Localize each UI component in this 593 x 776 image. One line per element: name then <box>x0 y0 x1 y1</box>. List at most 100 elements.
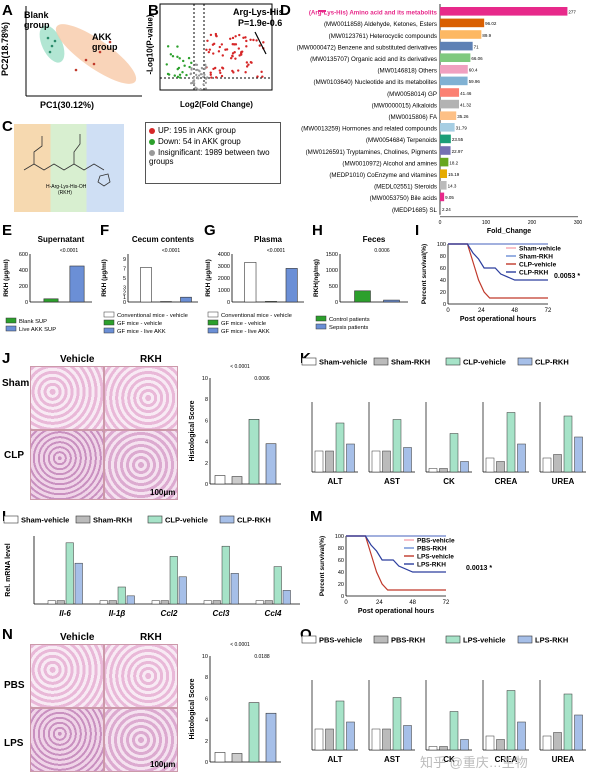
legend-label: Sepsis patients <box>329 325 368 331</box>
histo-pbs-rkh-image <box>104 644 178 708</box>
d-category-label: (MW0103640) Nucleotide and its metabolit… <box>314 79 437 86</box>
volcano-up-point <box>255 39 258 42</box>
bar <box>383 299 400 303</box>
pca-akk-label: AKK group <box>92 32 118 52</box>
category-label: Ccl3 <box>213 609 230 618</box>
legend-swatch <box>445 635 461 644</box>
bar <box>69 265 85 303</box>
panel-label-d: D <box>280 2 291 19</box>
bar <box>506 412 516 473</box>
pca-x-label: PC1(30.12%) <box>40 100 95 110</box>
volcano-up-point <box>210 76 213 79</box>
tick-label: 2000 <box>218 276 230 282</box>
bar <box>265 443 277 485</box>
volcano-up-point <box>240 50 244 53</box>
volcano-up-point <box>245 45 248 48</box>
volcano-down-point <box>182 59 185 63</box>
volcano-up-point <box>252 38 255 42</box>
legend-label: LPS-vehicle <box>463 636 506 645</box>
tick-label: 48 <box>511 308 518 314</box>
pca-y-label: PC2(18.78%) <box>0 21 11 77</box>
chart-k: Sham-vehicle Sham-RKH CLP-vehicle CLP-RKH AL… <box>301 358 586 486</box>
legend-down: Down: 54 in AKK group <box>158 137 241 146</box>
significance-label: 0.0188 <box>254 654 270 660</box>
bar <box>285 268 298 303</box>
d-value-label: 2.24 <box>442 207 451 212</box>
volcano-up-point <box>217 50 221 53</box>
volcano-up-point <box>244 36 247 39</box>
volcano-insig-point <box>191 81 194 84</box>
tick-label: 0 <box>205 760 208 766</box>
volcano-up-point <box>249 60 253 64</box>
legend-swatch <box>3 515 19 524</box>
tick-label: 0 <box>227 300 230 306</box>
tick-label: 8 <box>205 397 208 403</box>
significance-label: 0.0053 * <box>554 273 580 280</box>
tick-label: 0 <box>341 594 344 600</box>
bar <box>231 753 243 763</box>
volcano-up-point <box>245 65 249 68</box>
d-x-label: Fold_Change <box>487 228 531 235</box>
survival-curve <box>346 535 446 573</box>
pca-blank-label: Blank group <box>24 10 50 30</box>
volcano-insig-point <box>198 70 201 73</box>
significance-label: < 0.0001 <box>230 642 250 648</box>
chart-m: 0 20 40 60 80 100 0 24 48 72 Post operational hour… <box>319 534 492 615</box>
d-category-label: (MEDP1685) SL <box>392 207 438 214</box>
volcano-up-point <box>212 42 216 46</box>
chart-h: Feces 0 500 1000 1500 RKH(ng/mg) 0.0006 Control… <box>313 235 408 331</box>
bar <box>553 454 562 473</box>
volcano-up-point <box>260 70 263 74</box>
bar <box>264 600 273 605</box>
tick-label: 8 <box>205 675 208 681</box>
tick-label: 500 <box>329 284 338 290</box>
tick-label: 5 <box>123 276 126 282</box>
tick-label: 0 <box>443 302 446 308</box>
volcano-up-point <box>206 39 209 42</box>
legend-swatch <box>103 327 115 334</box>
legend-swatch <box>301 635 317 644</box>
bar <box>65 542 74 605</box>
bar <box>212 600 221 605</box>
tick-label: 4000 <box>218 252 230 258</box>
tick-label: 60 <box>440 266 446 272</box>
legend-swatch <box>219 515 235 524</box>
tick-label: 600 <box>19 252 28 258</box>
histo-sham-rkh-image <box>104 366 178 430</box>
legend-label: Sham-vehicle <box>519 246 561 253</box>
d-category-label: (MW0015806) FA <box>389 114 438 121</box>
histo-sham-vehicle-image <box>30 366 104 430</box>
volcano-insig-point <box>192 76 195 79</box>
volcano-down-point <box>166 45 170 48</box>
volcano-up-point <box>231 54 234 58</box>
bar <box>99 600 108 605</box>
volcano-down-point <box>176 75 180 79</box>
bar <box>496 739 505 751</box>
volcano-up-point <box>249 38 252 42</box>
watermark: 知乎 @重庆…生物 <box>420 755 528 770</box>
volcano-up-point <box>237 47 241 50</box>
histo-clp-vehicle-image <box>30 430 104 500</box>
volcano-up-point <box>237 69 240 72</box>
volcano-up-point <box>234 57 237 60</box>
volcano-insig-point <box>203 67 207 70</box>
d-tick-label: 0 <box>439 220 442 226</box>
y-label: RKH(ng/mg) <box>313 259 320 297</box>
tick-label: 72 <box>545 308 552 314</box>
volcano-up-point <box>218 45 222 49</box>
volcano-insig-point <box>193 82 196 85</box>
category-label: Ccl4 <box>265 609 282 618</box>
legend-label: Conventional mice - vehicle <box>221 313 292 319</box>
volcano-up-point <box>244 71 247 74</box>
volcano-insig-point <box>201 67 204 70</box>
legend-label: GF mice - vehicle <box>221 321 266 327</box>
bar <box>140 267 152 303</box>
volcano-y-label: -Log10(P-value) <box>145 14 155 75</box>
panel-label-i: I <box>415 222 420 239</box>
volcano-up-point <box>221 66 224 69</box>
volcano-down-point <box>178 73 182 77</box>
histo-n-rkh-label: RKH <box>140 632 162 643</box>
legend-label: CLP-RKH <box>237 516 271 525</box>
bar <box>335 422 345 473</box>
histo-j-sham-label: Sham <box>2 378 30 389</box>
